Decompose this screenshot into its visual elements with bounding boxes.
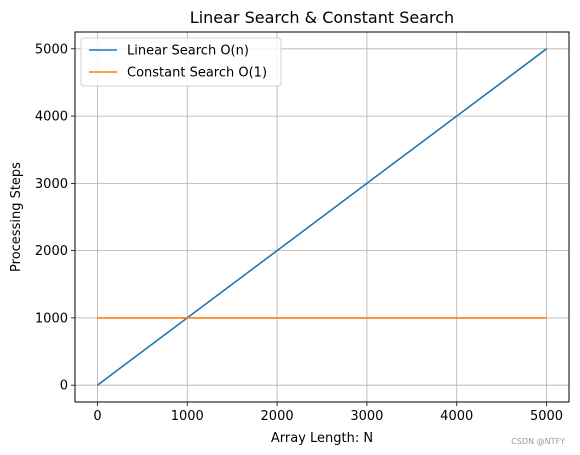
legend-label-0: Linear Search O(n) <box>127 44 249 59</box>
chart-title: Linear Search & Constant Search <box>190 8 454 27</box>
y-tick-label-3: 3000 <box>35 177 68 192</box>
x-tick-label-2: 2000 <box>261 409 294 424</box>
ticks: 0 1000 2000 3000 4000 5000 0 1000 2000 3000 4000 50… <box>35 42 563 424</box>
y-tick-label-2: 2000 <box>35 244 68 259</box>
series-line-0 <box>96 48 548 386</box>
y-axis-label: Processing Steps <box>9 162 24 272</box>
x-tick-label-3: 3000 <box>350 409 383 424</box>
plot-frame <box>74 31 570 403</box>
x-axis-label: Array Length: N <box>271 431 373 446</box>
x-tick-label-5: 5000 <box>530 409 563 424</box>
x-tick-label-1: 1000 <box>171 409 204 424</box>
y-tick-label-4: 4000 <box>35 110 68 125</box>
legend: Linear Search O(n) Constant Search O(1) <box>80 37 282 87</box>
watermark: CSDN @NTFY <box>511 437 565 446</box>
legend-label-1: Constant Search O(1) <box>127 66 267 81</box>
legend-box <box>80 37 282 87</box>
x-tick-label-4: 4000 <box>440 409 473 424</box>
y-tick-label-1: 1000 <box>35 311 68 326</box>
x-tick-label-0: 0 <box>93 409 101 424</box>
series-lines <box>96 48 548 386</box>
y-tick-label-5: 5000 <box>35 42 68 57</box>
y-tick-label-0: 0 <box>60 379 68 394</box>
